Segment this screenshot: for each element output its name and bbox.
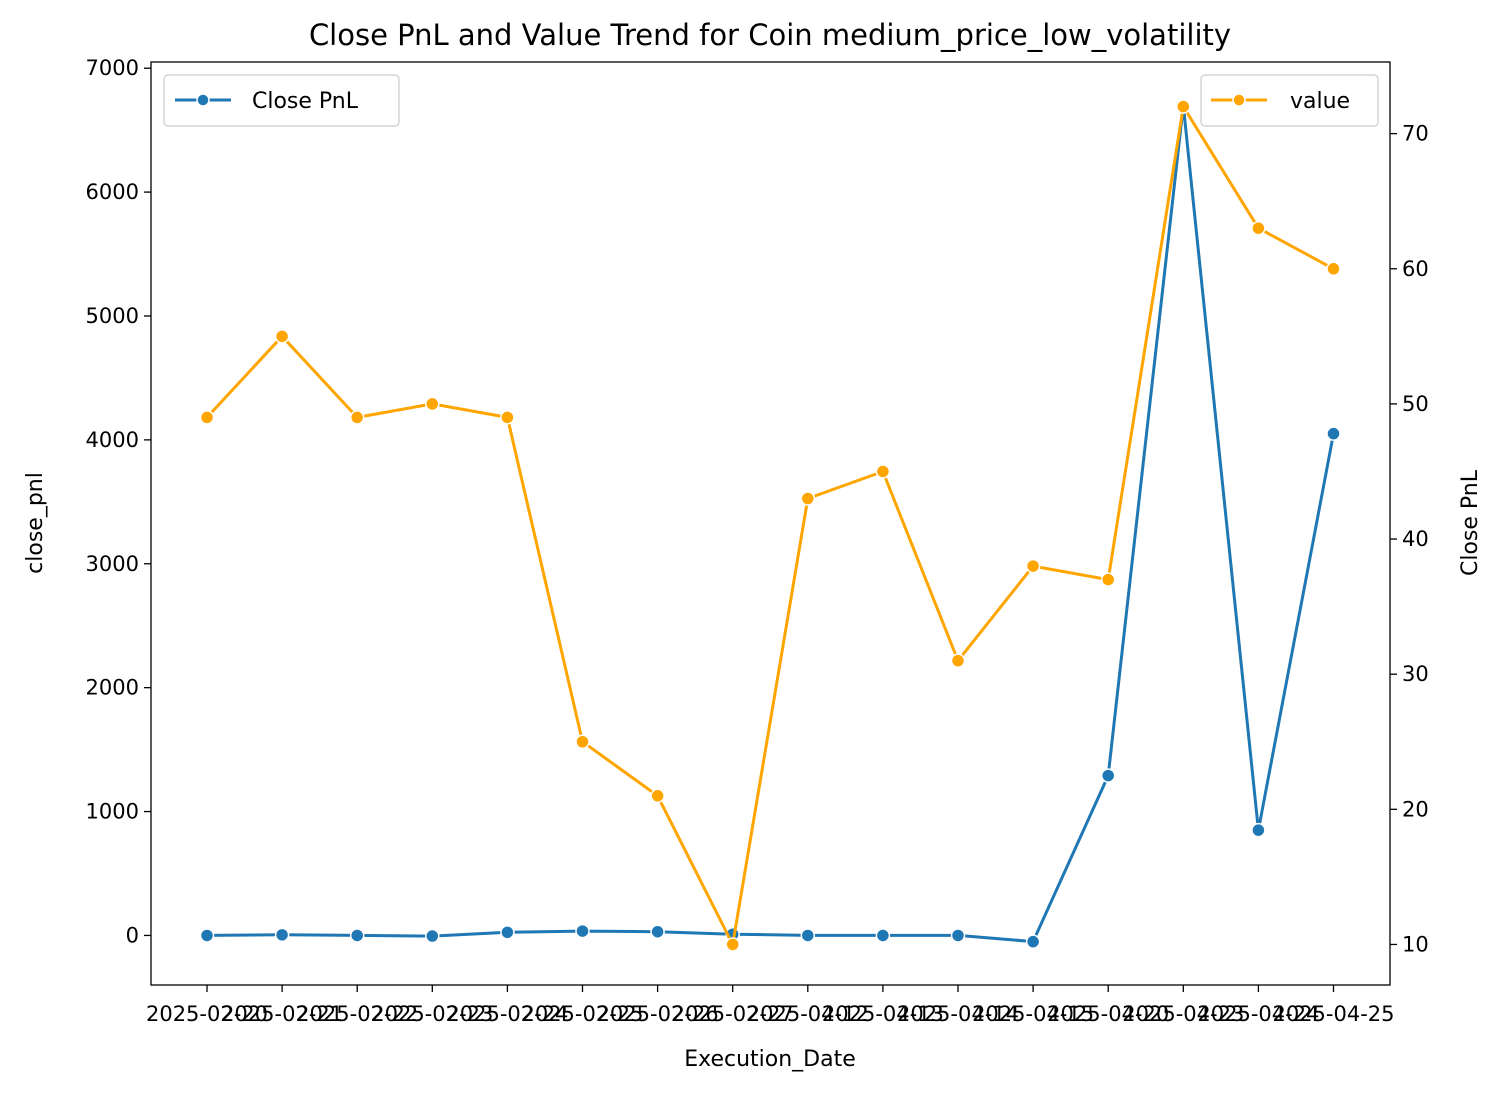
series-line-value <box>205 105 1335 946</box>
right-y-tick-label: 70 <box>1402 122 1429 146</box>
data-point-close-pnl <box>1326 426 1341 441</box>
left-y-tick-label: 1000 <box>86 800 139 824</box>
data-point-close-pnl <box>1100 768 1116 783</box>
x-tick-label: 2025-02-21 <box>221 1002 343 1026</box>
data-point-close-pnl <box>1025 934 1041 949</box>
right-y-axis-ticks: 10 20 30 40 50 60 70 <box>1390 122 1429 956</box>
data-point-value <box>875 464 891 479</box>
left-y-axis-label: close_pnl <box>23 472 48 574</box>
data-point-value <box>500 410 515 425</box>
data-point-close-pnl <box>950 928 966 943</box>
data-point-close-pnl <box>199 928 215 943</box>
x-tick-label: 2025-02-25 <box>521 1002 643 1026</box>
legend-close-pnl-marker <box>196 93 210 107</box>
legend-value: value <box>1200 74 1379 127</box>
x-axis-ticks: 2025-02-202025-02-212025-02-222025-02-23… <box>146 985 1395 1026</box>
data-point-close-pnl <box>425 928 440 944</box>
x-axis-label: Execution_Date <box>684 1047 856 1072</box>
right-y-tick-label: 20 <box>1402 797 1429 821</box>
data-point-value <box>575 734 590 749</box>
data-point-close-pnl <box>500 925 515 940</box>
x-tick-label: 2025-02-27 <box>672 1002 794 1026</box>
left-y-axis-ticks: 0 1000 2000 3000 4000 5000 6000 7000 <box>86 56 151 947</box>
data-point-value <box>1100 572 1116 587</box>
legend-close-pnl-label: Close PnL <box>252 89 359 114</box>
right-y-tick-label: 60 <box>1402 257 1429 281</box>
x-tick-label: 2025-04-23 <box>1122 1002 1244 1026</box>
left-y-tick-label: 5000 <box>86 304 139 328</box>
x-tick-label: 2025-02-20 <box>146 1002 268 1026</box>
data-point-value <box>725 937 740 952</box>
legend-close-pnl-box <box>163 74 400 127</box>
series-line-close-pnl <box>206 103 1335 944</box>
legend-value-label: value <box>1290 89 1350 114</box>
x-tick-label: 2025-04-12 <box>747 1002 869 1026</box>
left-y-tick-label: 3000 <box>86 552 139 576</box>
left-y-tick-label: 0 <box>126 923 139 947</box>
data-point-close-pnl <box>349 928 365 943</box>
data-point-value <box>1251 220 1266 236</box>
data-point-close-pnl <box>575 923 590 939</box>
series-layer <box>199 98 1341 952</box>
left-y-tick-label: 4000 <box>86 428 139 452</box>
right-y-tick-label: 10 <box>1402 932 1429 956</box>
right-y-tick-label: 30 <box>1402 662 1429 686</box>
legend-value-box <box>1200 74 1379 127</box>
chart-title: Close PnL and Value Trend for Coin mediu… <box>309 18 1231 52</box>
x-tick-label: 2025-02-26 <box>597 1002 719 1026</box>
right-y-tick-label: 40 <box>1402 527 1429 551</box>
right-y-tick-label: 50 <box>1402 392 1429 416</box>
data-point-close-pnl <box>650 924 665 939</box>
data-point-close-pnl <box>875 928 891 943</box>
data-point-value <box>349 410 365 425</box>
x-tick-label: 2025-04-15 <box>972 1002 1094 1026</box>
data-point-value <box>1326 261 1341 277</box>
x-tick-label: 2025-04-25 <box>1272 1002 1394 1026</box>
x-tick-label: 2025-02-24 <box>446 1002 568 1026</box>
x-tick-label: 2025-02-22 <box>296 1002 418 1026</box>
legend-value-marker <box>1232 93 1246 107</box>
data-point-value <box>274 329 290 344</box>
x-tick-label: 2025-04-13 <box>822 1002 944 1026</box>
x-tick-label: 2025-04-20 <box>1047 1002 1169 1026</box>
data-point-close-pnl <box>274 927 290 943</box>
data-point-close-pnl <box>1251 822 1266 838</box>
data-point-value <box>1176 99 1191 114</box>
data-point-value <box>1025 558 1041 574</box>
plot-frame <box>150 61 1391 986</box>
data-point-value <box>800 491 816 506</box>
left-y-tick-label: 6000 <box>86 180 139 204</box>
data-point-value <box>950 653 966 668</box>
data-point-value <box>425 396 440 412</box>
data-point-value <box>199 410 215 425</box>
x-tick-label: 2025-04-24 <box>1197 1002 1319 1026</box>
data-point-close-pnl <box>800 928 816 943</box>
data-point-value <box>650 788 665 804</box>
x-tick-label: 2025-04-14 <box>897 1002 1019 1026</box>
x-tick-label: 2025-02-23 <box>371 1002 493 1026</box>
legend-close-pnl: Close PnL <box>163 74 400 127</box>
right-y-axis-label: Close PnL <box>1458 469 1483 576</box>
left-y-tick-label: 2000 <box>86 676 139 700</box>
left-y-tick-label: 7000 <box>86 56 139 80</box>
